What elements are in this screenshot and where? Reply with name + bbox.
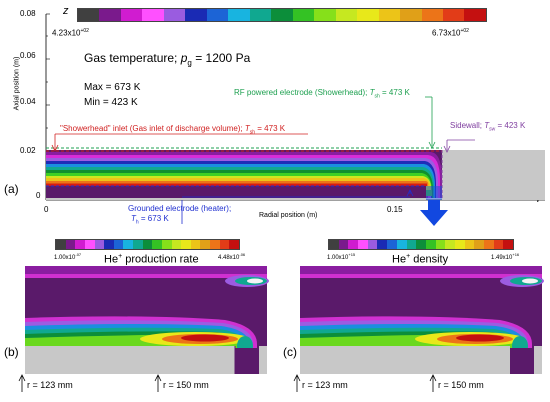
r-marker-150: r = 150 mm <box>438 380 484 390</box>
panel-title: He+ production rate <box>104 253 199 266</box>
colorbar-swatch <box>335 9 358 21</box>
colorbar-swatch <box>163 9 186 21</box>
x-tick: 0.15 <box>387 205 403 214</box>
colorbar-swatch <box>271 9 293 21</box>
colorbar-swatch <box>84 240 95 249</box>
panel-label-c: (c) <box>283 345 297 359</box>
colorbar-swatch <box>219 240 230 249</box>
y-tick: 0.08 <box>20 9 36 18</box>
colorbar-swatch <box>123 240 133 249</box>
r-marker-123: r = 123 mm <box>302 380 348 390</box>
density-map <box>300 266 544 374</box>
colorbar-swatch <box>464 9 486 21</box>
colorbar-swatch <box>113 240 124 249</box>
colorbar-swatch <box>454 240 465 249</box>
colorbar-temperature <box>77 8 487 22</box>
sidewall-label: Sidewall; Tsw = 423 K <box>450 121 526 133</box>
colorbar-min-label: 4.23x10+02 <box>52 28 89 38</box>
colorbar-swatch <box>181 240 191 249</box>
colorbar-swatch <box>75 240 85 249</box>
colorbar-swatch <box>142 9 164 21</box>
production-rate-map <box>25 266 269 374</box>
colorbar-swatch <box>228 9 250 21</box>
colorbar-max-label: 4.48x10-06 <box>218 252 246 262</box>
colorbar-swatch <box>104 240 114 249</box>
r-marker-123: r = 123 mm <box>27 380 73 390</box>
colorbar-swatch <box>161 240 172 249</box>
colorbar-swatch <box>421 9 443 21</box>
colorbar-swatch <box>377 240 388 249</box>
colorbar-swatch <box>367 240 378 249</box>
colorbar-swatch <box>200 240 210 249</box>
colorbar-swatch <box>292 9 315 21</box>
panel-title: He+ density <box>392 253 449 266</box>
colorbar-swatch <box>65 240 76 249</box>
colorbar-swatch <box>206 9 229 21</box>
colorbar-swatch <box>464 240 475 249</box>
colorbar-swatch <box>493 240 504 249</box>
colorbar-swatch <box>445 240 455 249</box>
colorbar-swatch <box>338 240 349 249</box>
colorbar-swatch <box>152 240 162 249</box>
r-marker-150: r = 150 mm <box>163 380 209 390</box>
colorbar-swatch <box>348 240 359 249</box>
rf-electrode-label: RF powered electrode (Showerhead); Tsh =… <box>234 88 410 100</box>
colorbar-swatch <box>378 9 401 21</box>
panel-label-b: (b) <box>4 345 19 359</box>
colorbar-swatch <box>425 240 436 249</box>
colorbar-swatch <box>314 9 336 21</box>
x-tick: 0 <box>44 205 49 214</box>
x-axis-label: Radial position (m) <box>259 212 318 219</box>
colorbar-title: z <box>63 5 69 17</box>
colorbar-swatch <box>358 240 368 249</box>
y-tick: 0.06 <box>20 51 36 60</box>
colorbar-swatch <box>78 9 100 21</box>
plot-title: Gas temperature; pg = 1200 Pa <box>84 51 251 68</box>
colorbar-swatch <box>190 240 201 249</box>
colorbar-swatch <box>210 240 220 249</box>
colorbar-swatch <box>120 9 143 21</box>
colorbar-max-label: 1.49x10+16 <box>491 252 520 262</box>
colorbar-swatch <box>442 9 465 21</box>
colorbar-swatch <box>133 240 143 249</box>
colorbar-swatch <box>503 240 514 249</box>
colorbar-min-label: 1.00x10+15 <box>327 252 356 262</box>
colorbar-swatch <box>416 240 426 249</box>
colorbar-swatch <box>484 240 494 249</box>
colorbar-swatch <box>474 240 484 249</box>
colorbar-swatch <box>406 240 417 249</box>
temperature-plot <box>45 13 545 226</box>
colorbar-swatch <box>387 240 397 249</box>
grounded-electrode-label: Grounded electrode (heater); Th = 673 K <box>128 204 232 226</box>
colorbar-swatch <box>249 9 272 21</box>
y-tick: 0.02 <box>20 146 36 155</box>
r-markers-b <box>18 374 162 392</box>
max-text: Max = 673 K <box>84 82 141 93</box>
r-markers-c <box>293 374 437 392</box>
colorbar-swatch <box>396 240 407 249</box>
colorbar-swatch <box>56 240 66 249</box>
colorbar-swatch <box>435 240 446 249</box>
colorbar-min-label: 1.00x10-07 <box>54 252 82 262</box>
y-tick: 0 <box>36 191 41 200</box>
colorbar-max-label: 6.73x10+02 <box>432 28 469 38</box>
inlet-label: "Showerhead" inlet (Gas inlet of dischar… <box>60 124 286 136</box>
colorbar-swatch <box>99 9 121 21</box>
panel-label-a: (a) <box>4 182 19 196</box>
colorbar-swatch <box>400 9 422 21</box>
colorbar-swatch <box>329 240 339 249</box>
colorbar-density <box>328 239 514 250</box>
colorbar-swatch <box>229 240 239 249</box>
colorbar-swatch <box>94 240 105 249</box>
colorbar-swatch <box>357 9 379 21</box>
colorbar-swatch <box>171 240 182 249</box>
colorbar-production-rate <box>55 239 240 250</box>
colorbar-swatch <box>185 9 207 21</box>
min-text: Min = 423 K <box>84 97 138 108</box>
y-tick: 0.04 <box>20 97 36 106</box>
colorbar-swatch <box>142 240 153 249</box>
